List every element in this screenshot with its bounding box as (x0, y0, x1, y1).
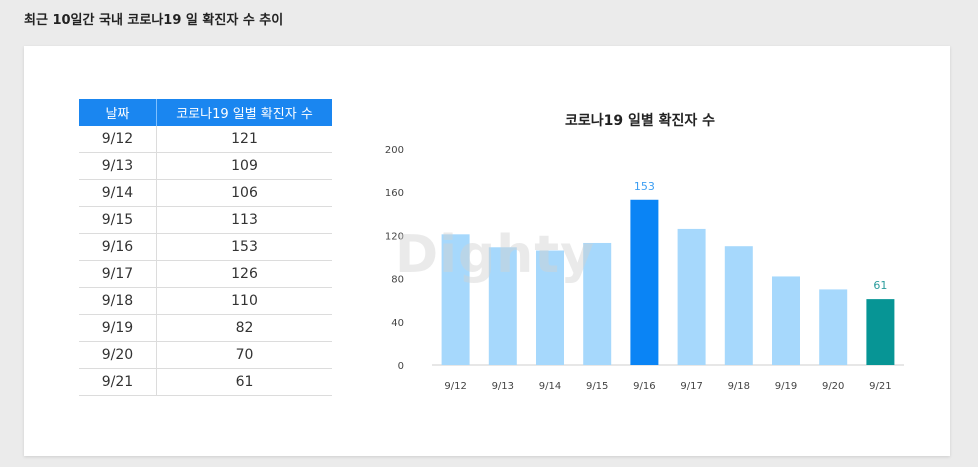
bar (866, 299, 895, 365)
x-tick-label: 9/15 (586, 381, 608, 392)
bar (488, 247, 517, 365)
bar-chart-svg: 코로나19 일별 확진자 수 0 40 80 120 160 200 9/12 9/13 9/14… (385, 112, 904, 392)
count-cell: 109 (156, 152, 332, 180)
date-cell: 9/17 (79, 260, 157, 288)
date-cell: 9/15 (79, 206, 157, 234)
date-column-header: 날짜 (79, 99, 157, 126)
table-row: 9/16 153 (79, 233, 332, 261)
date-cell: 9/18 (79, 287, 157, 315)
x-tick-label: 9/14 (539, 381, 561, 392)
date-cell: 9/12 (79, 126, 157, 153)
x-tick-label: 9/18 (728, 381, 750, 392)
y-tick-label: 80 (391, 275, 404, 286)
table-header-row: 날짜 코로나19 일별 확진자 수 (79, 99, 332, 126)
watermark-logo: Dighty (395, 225, 595, 285)
cases-column-header: 코로나19 일별 확진자 수 (156, 99, 332, 126)
table-row: 9/20 70 (79, 341, 332, 369)
table-row: 9/12 121 (79, 126, 332, 153)
y-tick-label: 160 (385, 188, 404, 199)
table-row: 9/13 109 (79, 152, 332, 180)
x-tick-label: 9/19 (775, 381, 797, 392)
count-cell: 113 (156, 206, 332, 234)
data-label: 153 (634, 180, 655, 193)
count-cell: 82 (156, 314, 332, 342)
chart-card: 날짜 코로나19 일별 확진자 수 9/12 121 9/13 109 9/14 10… (24, 46, 950, 456)
count-cell: 121 (156, 126, 332, 153)
bar (630, 199, 659, 365)
date-cell: 9/20 (79, 341, 157, 369)
count-cell: 70 (156, 341, 332, 369)
cases-table: 날짜 코로나19 일별 확진자 수 9/12 121 9/13 109 9/14 10… (79, 99, 332, 396)
bar-chart: 코로나19 일별 확진자 수 0 40 80 120 160 200 9/12 9/13 9/14… (384, 101, 904, 401)
count-cell: 153 (156, 233, 332, 261)
bar (536, 250, 564, 365)
x-tick-label: 9/20 (822, 381, 844, 392)
page-title: 최근 10일간 국내 코로나19 일 확진자 수 추이 (24, 13, 284, 28)
bar (819, 289, 848, 365)
table-row: 9/19 82 (79, 314, 332, 342)
data-label: 61 (873, 279, 887, 292)
table-row: 9/14 106 (79, 179, 332, 207)
table-row: 9/17 126 (79, 260, 332, 288)
count-cell: 110 (156, 287, 332, 315)
x-tick-label: 9/13 (492, 381, 514, 392)
table-row: 9/21 61 (79, 368, 332, 396)
count-cell: 61 (156, 368, 332, 396)
date-cell: 9/16 (79, 233, 157, 261)
table-row: 9/18 110 (79, 287, 332, 315)
x-tick-label: 9/17 (680, 381, 702, 392)
y-tick-label: 120 (385, 231, 404, 242)
y-tick-label: 200 (385, 145, 404, 156)
y-tick-label: 40 (391, 318, 404, 329)
x-tick-label: 9/21 (869, 381, 891, 392)
y-tick-label: 0 (398, 361, 404, 372)
bar (677, 228, 706, 365)
chart-title: 코로나19 일별 확진자 수 (565, 112, 715, 129)
bar (724, 246, 753, 365)
date-cell: 9/13 (79, 152, 157, 180)
bar (583, 242, 612, 365)
count-cell: 126 (156, 260, 332, 288)
count-cell: 106 (156, 179, 332, 207)
x-tick-label: 9/12 (444, 381, 466, 392)
date-cell: 9/19 (79, 314, 157, 342)
bar (772, 276, 800, 365)
x-tick-label: 9/16 (633, 381, 655, 392)
date-cell: 9/14 (79, 179, 157, 207)
bar (441, 234, 470, 365)
date-cell: 9/21 (79, 368, 157, 396)
table-row: 9/15 113 (79, 206, 332, 234)
